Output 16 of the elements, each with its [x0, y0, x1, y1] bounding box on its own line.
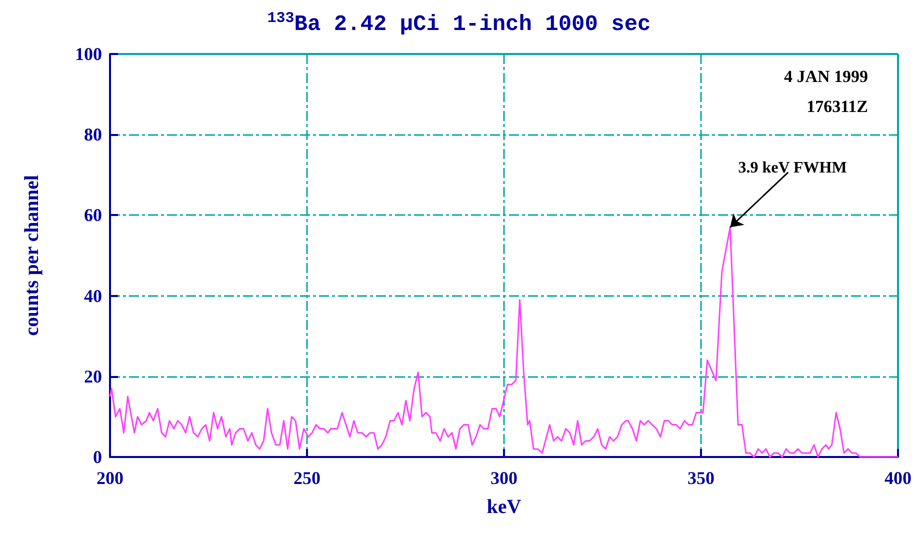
y-axis-title: counts per channel — [21, 174, 43, 336]
annotation: 176311Z — [806, 97, 868, 116]
annotation: 4 JAN 1999 — [784, 67, 868, 86]
x-tick-label: 200 — [96, 468, 124, 488]
y-tick-label: 0 — [93, 447, 102, 467]
annotation: 3.9 keV FWHM — [738, 160, 847, 177]
y-tick-label: 60 — [84, 205, 102, 226]
x-axis-title: keV — [486, 496, 522, 518]
y-tick-label: 100 — [75, 44, 102, 64]
y-tick-label: 20 — [84, 366, 102, 386]
x-tick-label: 400 — [884, 468, 912, 488]
x-tick-label: 300 — [490, 468, 518, 488]
y-tick-label: 80 — [84, 124, 102, 145]
y-tick-label: 40 — [84, 286, 102, 306]
x-tick-label: 350 — [688, 468, 714, 488]
x-tick-label: 250 — [294, 468, 320, 488]
